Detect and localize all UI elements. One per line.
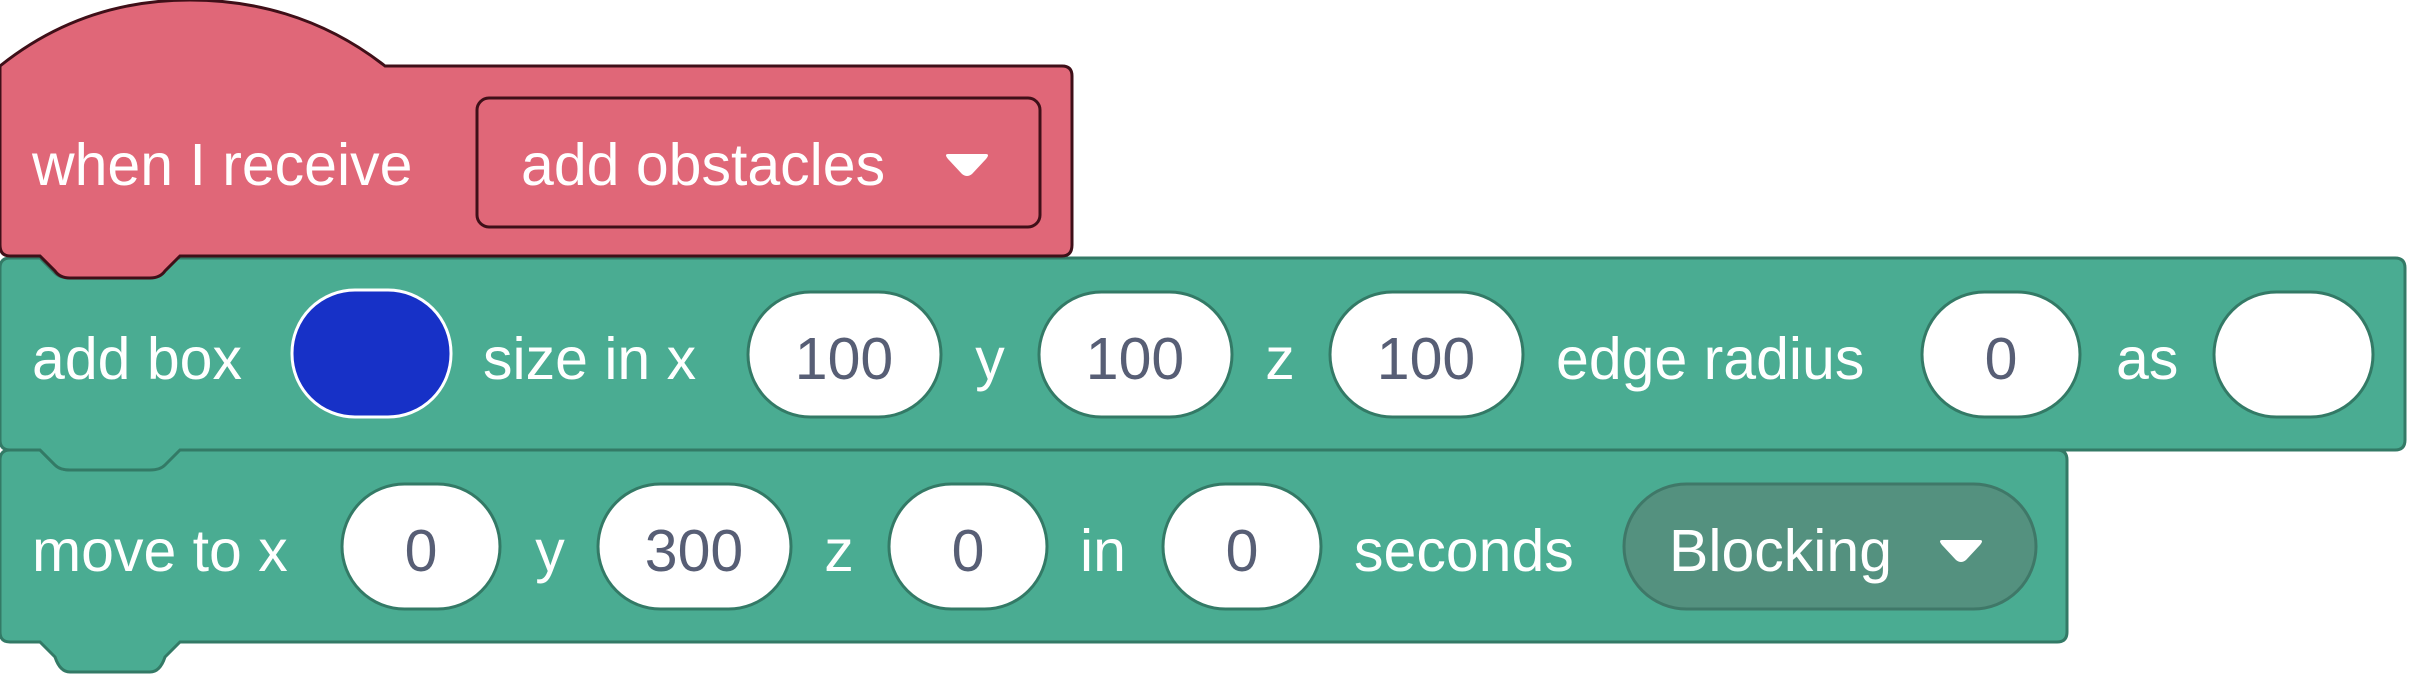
move-z-input[interactable] bbox=[887, 482, 1049, 611]
when-i-receive-block[interactable]: when I receive add obstacles bbox=[0, 0, 1074, 280]
add-box-block[interactable]: add box size in x 100 y 100 z 100 edge r… bbox=[0, 256, 2407, 472]
edge-radius-input[interactable] bbox=[1920, 290, 2082, 419]
size-x-input[interactable] bbox=[746, 290, 943, 419]
chevron-down-icon bbox=[1940, 540, 1982, 562]
size-in-x-label: size in x bbox=[483, 326, 696, 392]
move-y-label: y bbox=[535, 518, 565, 584]
as-label: as bbox=[2116, 326, 2178, 392]
move-in-label: in bbox=[1080, 518, 1126, 584]
edge-radius-value: 0 bbox=[1985, 326, 2018, 392]
size-y-label: y bbox=[975, 326, 1005, 392]
box-color-swatch[interactable] bbox=[290, 288, 453, 419]
move-to-block[interactable]: move to x 0 y 300 z 0 in 0 seconds Block… bbox=[0, 448, 2069, 674]
blocking-dropdown[interactable] bbox=[1622, 482, 2038, 611]
move-y-value: 300 bbox=[645, 518, 743, 584]
size-z-label: z bbox=[1265, 326, 1295, 392]
move-y-input[interactable] bbox=[596, 482, 793, 611]
size-y-input[interactable] bbox=[1037, 290, 1234, 419]
message-dropdown-label: add obstacles bbox=[521, 132, 885, 198]
as-name-input[interactable] bbox=[2212, 290, 2375, 419]
chevron-down-icon bbox=[946, 154, 988, 176]
when-i-receive-label: when I receive bbox=[31, 132, 412, 198]
move-seconds-label: seconds bbox=[1354, 518, 1574, 584]
move-x-input[interactable] bbox=[340, 482, 502, 611]
blocking-dropdown-label: Blocking bbox=[1669, 518, 1892, 584]
move-z-value: 0 bbox=[952, 518, 985, 584]
move-seconds-value: 0 bbox=[1226, 518, 1259, 584]
size-x-value: 100 bbox=[795, 326, 893, 392]
move-z-label: z bbox=[824, 518, 854, 584]
add-box-label: add box bbox=[32, 326, 242, 392]
move-x-value: 0 bbox=[405, 518, 438, 584]
move-seconds-input[interactable] bbox=[1161, 482, 1323, 611]
size-z-value: 100 bbox=[1377, 326, 1475, 392]
size-y-value: 100 bbox=[1086, 326, 1184, 392]
size-z-input[interactable] bbox=[1328, 290, 1525, 419]
move-to-label: move to x bbox=[32, 518, 288, 584]
message-dropdown[interactable] bbox=[475, 96, 1042, 229]
edge-radius-label: edge radius bbox=[1556, 326, 1864, 392]
